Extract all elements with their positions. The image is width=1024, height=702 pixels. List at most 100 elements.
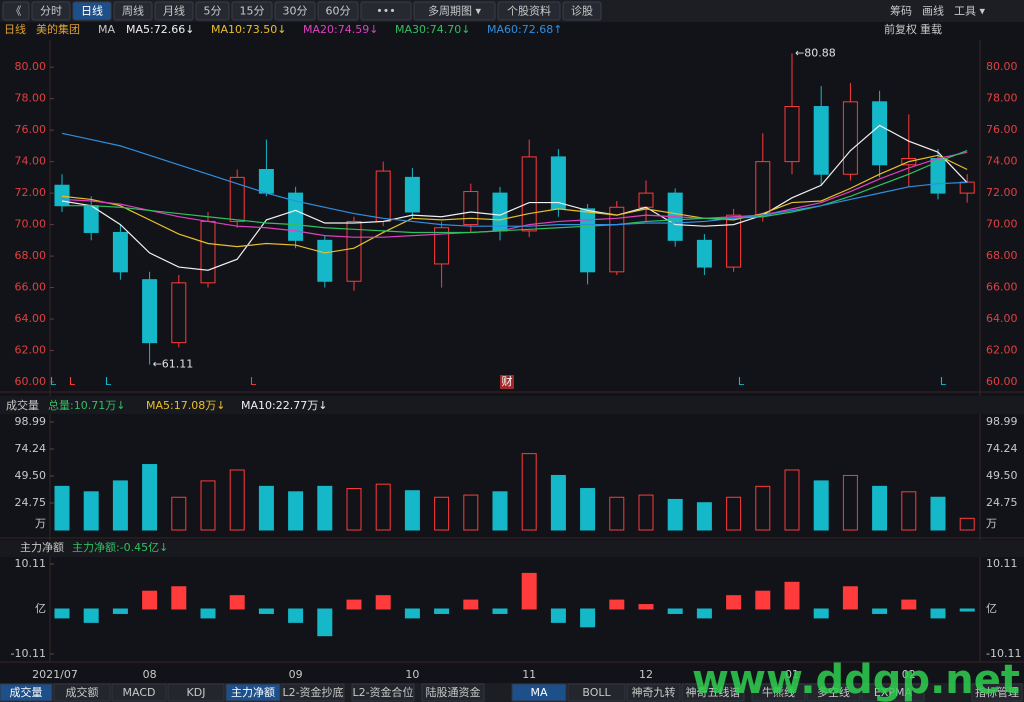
tab[interactable] (861, 683, 925, 702)
tab-label[interactable]: KDJ (187, 686, 206, 699)
candle-body (54, 184, 70, 207)
tab[interactable] (511, 683, 567, 702)
tab[interactable] (681, 683, 745, 702)
bar (930, 608, 946, 619)
toolbar-label[interactable]: 工具 ▾ (954, 5, 985, 18)
tab-label[interactable]: 成交量 (10, 685, 43, 699)
bar (930, 496, 946, 531)
tab[interactable] (351, 683, 415, 702)
toolbar-label[interactable]: ••• (376, 5, 395, 18)
toolbar-button[interactable] (317, 1, 359, 21)
y-tick-label-right: 24.75 (986, 496, 1018, 509)
toolbar-label[interactable]: 个股资料 (507, 4, 551, 18)
toolbar-button[interactable] (413, 1, 496, 21)
tab-label[interactable]: MA (530, 686, 547, 699)
bar (667, 498, 683, 531)
bar (258, 608, 274, 614)
candle-body (404, 176, 420, 213)
toolbar-button[interactable] (360, 1, 412, 21)
control[interactable]: 重载 (920, 22, 942, 36)
toolbar-button[interactable] (195, 1, 230, 21)
toolbar-label[interactable]: 30分 (283, 5, 308, 18)
control[interactable]: 前复权 (884, 22, 917, 36)
candle-body (434, 227, 450, 265)
tab[interactable] (971, 683, 1023, 702)
bar (375, 483, 391, 531)
toolbar-label[interactable]: 多周期图 ▾ (428, 4, 481, 18)
tab-label[interactable]: 神奇五线谱 (686, 685, 741, 699)
event-marker[interactable]: L (50, 375, 57, 388)
tab[interactable] (806, 683, 861, 702)
bar (872, 485, 888, 531)
bar (142, 590, 158, 610)
tab-label[interactable]: 成交额 (66, 685, 99, 699)
y-tick-label: 60.00 (15, 375, 47, 388)
tab-label[interactable]: 主力净额 (231, 685, 275, 699)
tab-label[interactable]: 陆股通资金 (426, 685, 481, 699)
bar (346, 599, 362, 610)
bar (784, 469, 800, 531)
bar (726, 595, 742, 610)
toolbar-label[interactable]: 5分 (204, 5, 222, 18)
legend-entry: MA20:74.59↓ (303, 23, 378, 36)
candle-body (580, 208, 596, 273)
toolbar-button[interactable] (72, 1, 112, 21)
tab[interactable] (0, 683, 53, 702)
tab[interactable] (53, 683, 111, 702)
bar (317, 608, 333, 637)
toolbar-label[interactable]: 15分 (240, 5, 265, 18)
toolbar-button[interactable] (497, 1, 561, 21)
toolbar-label[interactable]: 分时 (40, 5, 62, 18)
legend-entry: MA10:73.50↓ (211, 23, 286, 36)
toolbar-label[interactable]: 《 (11, 5, 22, 18)
period: 日线 (4, 22, 26, 36)
tab[interactable] (626, 683, 681, 702)
toolbar-button[interactable] (31, 1, 71, 21)
bar (54, 608, 70, 619)
tab-label[interactable]: 牛熊线 (762, 685, 795, 699)
bar (317, 485, 333, 531)
candle-body (609, 206, 625, 273)
panel-title: 成交量 (6, 398, 39, 412)
event-marker[interactable]: L (69, 375, 76, 388)
toolbar-label[interactable]: 筹码 (890, 4, 912, 18)
tab-label[interactable]: L2-资金合位 (352, 685, 413, 699)
tab-label[interactable]: MACD (123, 686, 156, 699)
toolbar-button[interactable] (231, 1, 273, 21)
event-marker[interactable]: L (250, 375, 257, 388)
tab-label[interactable]: 神奇九转 (632, 685, 676, 699)
tab[interactable] (225, 683, 281, 702)
toolbar-button[interactable] (274, 1, 316, 21)
toolbar-button[interactable] (2, 1, 30, 21)
toolbar-label[interactable]: 60分 (326, 5, 351, 18)
tab[interactable] (751, 683, 806, 702)
event-marker[interactable]: L (940, 375, 947, 388)
event-marker[interactable]: L (105, 375, 112, 388)
tab[interactable] (167, 683, 225, 702)
event-marker[interactable]: L (738, 375, 745, 388)
tab[interactable] (281, 683, 345, 702)
bar (288, 491, 304, 531)
tab[interactable] (567, 683, 626, 702)
tab[interactable] (111, 683, 167, 702)
toolbar-label[interactable]: 周线 (122, 4, 144, 18)
tab-label[interactable]: 多空线 (817, 685, 850, 699)
tab-label[interactable]: EXPMA (874, 686, 913, 699)
toolbar-label[interactable]: 日线 (81, 4, 103, 18)
tab[interactable] (421, 683, 485, 702)
toolbar-button[interactable] (154, 1, 194, 21)
tab-label[interactable]: L2-资金抄底 (282, 685, 343, 699)
toolbar-label[interactable]: 月线 (163, 4, 185, 18)
toolbar-button[interactable] (113, 1, 153, 21)
event-marker[interactable]: 财 (502, 374, 513, 388)
toolbar-label[interactable]: 诊股 (571, 4, 593, 18)
toolbar-label[interactable]: 画线 (922, 4, 944, 18)
toolbar-button[interactable] (562, 1, 602, 21)
y-tick-label-right: 78.00 (986, 92, 1018, 105)
y-tick-label-right: 74.24 (986, 442, 1018, 455)
bar (434, 496, 450, 531)
bar (200, 480, 216, 531)
tab-label[interactable]: 指标管理 (975, 685, 1019, 699)
candle-body (375, 170, 391, 222)
tab-label[interactable]: BOLL (582, 686, 611, 699)
